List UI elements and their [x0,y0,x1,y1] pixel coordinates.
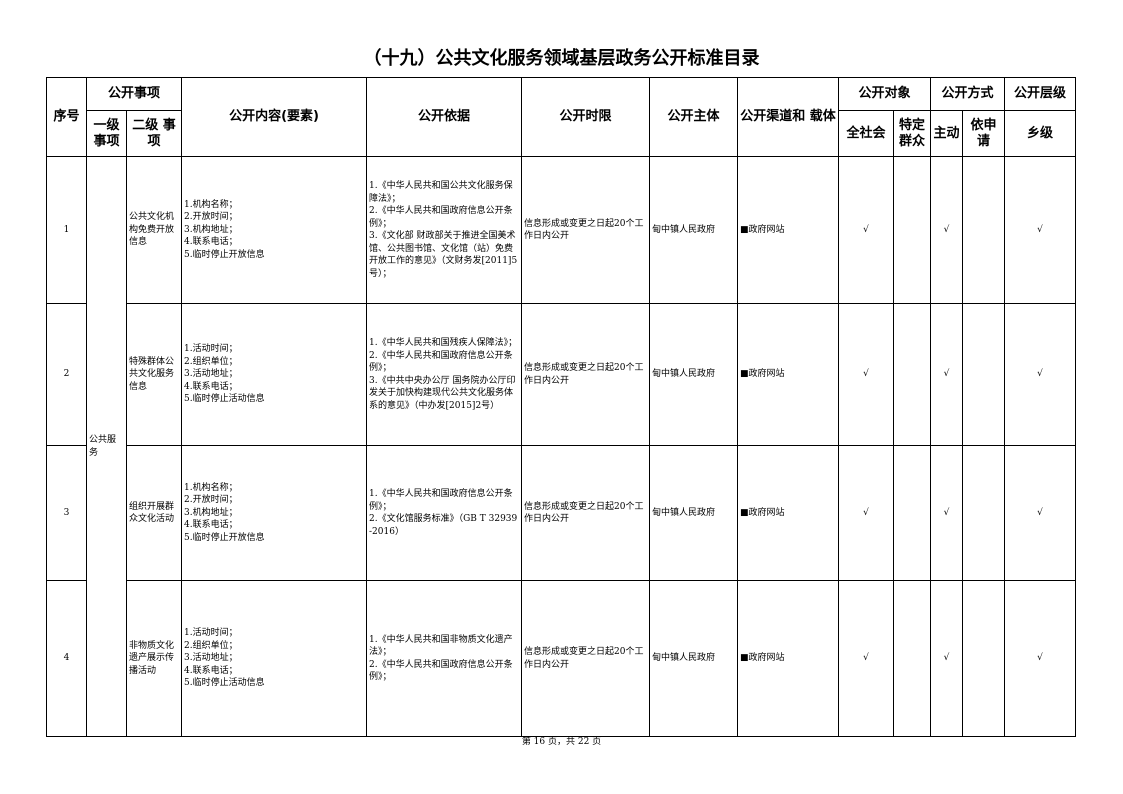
deadline-cell: 信息形成或变更之日起20个工作日内公开 [521,580,651,737]
header-deadline: 公开时限 [521,77,651,157]
header-basis: 公开依据 [366,77,523,157]
method-request-check [962,303,1006,446]
subject-cell: 甸中镇人民政府 [649,156,739,304]
table-row: 3 组织开展群众文化活动 1.机构名称； 2.开放时间； 3.机构地址； 4.联系电… [46,445,1077,581]
level1-item: 公共服务 [86,156,127,737]
method-request-check [962,156,1006,304]
target-specific-check [893,156,932,304]
row-seq: 3 [46,445,87,581]
header-seq: 序号 [46,77,87,157]
target-all-check: √ [838,156,895,304]
header-method-request: 依申请 [962,110,1006,157]
method-active-check: √ [930,156,964,304]
level2-item: 特殊群体公共文化服务信息 [125,303,183,446]
header-tier: 公开层级 [1004,77,1077,111]
level2-item: 非物质文化遗产展示传播活动 [125,580,183,737]
channel-cell: ■政府网站 [737,445,840,581]
page-footer: 第 16 页，共 22 页 [521,737,602,747]
header-method-active: 主动 [930,110,964,157]
header-content: 公开内容(要素) [181,77,368,157]
channel-cell: ■政府网站 [737,303,840,446]
target-specific-check [893,303,932,446]
page-title: （十九）公共文化服务领域基层政务公开标准目录 [363,48,760,69]
disclosure-table: 序号 公开事项 公开内容(要素) 公开依据 公开时限 公开主体 公开渠道和 载体… [46,77,1077,737]
channel-cell: ■政府网站 [737,156,840,304]
header-item: 公开事项 [85,77,183,111]
target-all-check: √ [838,445,895,581]
level2-item: 组织开展群众文化活动 [125,445,183,581]
basis-cell: 1.《中华人民共和国政府信息公开条例》； 2.《文化馆服务标准》（GB T 32… [366,445,523,581]
method-request-check [962,580,1006,737]
target-all-check: √ [838,580,895,737]
subject-cell: 甸中镇人民政府 [649,303,739,446]
method-active-check: √ [930,303,964,446]
content-cell: 1.机构名称； 2.开放时间； 3.机构地址； 4.联系电话； 5.临时停止开放… [181,156,368,304]
method-active-check: √ [930,580,964,737]
header-level1: 一级事项 [86,110,127,157]
subject-cell: 甸中镇人民政府 [649,445,739,581]
table-row: 1 公共服务 公共文化机构免费开放信息 1.机构名称； 2.开放时间； 3.机构地址；… [46,156,1077,737]
method-active-check: √ [930,445,964,581]
tier-town-check: √ [1004,445,1077,581]
basis-cell: 1.《中华人民共和国残疾人保障法》； 2.《中华人民共和国政府信息公开条例》； … [366,303,523,446]
deadline-cell: 信息形成或变更之日起20个工作日内公开 [521,303,651,446]
tier-town-check: √ [1004,156,1077,304]
content-cell: 1.活动时间； 2.组织单位； 3.活动地址； 4.联系电话； 5.临时停止活动… [181,303,368,446]
tier-town-check: √ [1004,303,1077,446]
header-channel: 公开渠道和 载体 [737,77,840,157]
row-seq: 1 [46,156,87,304]
tier-town-check: √ [1004,580,1077,737]
content-cell: 1.机构名称； 2.开放时间； 3.机构地址； 4.联系电话； 5.临时停止开放… [181,445,368,581]
row-seq: 4 [46,580,87,737]
target-specific-check [893,580,932,737]
header-level2: 二级 事项 [125,110,183,157]
method-request-check [962,445,1006,581]
deadline-cell: 信息形成或变更之日起20个工作日内公开 [521,445,651,581]
content-cell: 1.活动时间； 2.组织单位； 3.活动地址； 4.联系电话； 5.临时停止活动… [181,580,368,737]
table-row: 2 特殊群体公共文化服务信息 1.活动时间； 2.组织单位； 3.活动地址； 4.联… [46,303,1077,446]
subject-cell: 甸中镇人民政府 [649,580,739,737]
header-target-all: 全社会 [838,110,895,157]
header-target-specific: 特定群众 [893,110,932,157]
header-method: 公开方式 [930,77,1006,111]
row-seq: 2 [46,303,87,446]
target-all-check: √ [838,303,895,446]
header-subject: 公开主体 [649,77,739,157]
header-target: 公开对象 [838,77,932,111]
target-specific-check [893,445,932,581]
basis-cell: 1.《中华人民共和国非物质文化遗产法》； 2.《中华人民共和国政府信息公开条例》… [366,580,523,737]
basis-cell: 1.《中华人民共和国公共文化服务保障法》； 2.《中华人民共和国政府信息公开条例… [366,156,523,304]
channel-cell: ■政府网站 [737,580,840,737]
level2-item: 公共文化机构免费开放信息 [125,156,183,304]
header-tier-town: 乡级 [1004,110,1077,157]
table-row: 4 非物质文化遗产展示传播活动 1.活动时间； 2.组织单位； 3.活动地址； 4.… [46,580,1077,737]
deadline-cell: 信息形成或变更之日起20个工作日内公开 [521,156,651,304]
